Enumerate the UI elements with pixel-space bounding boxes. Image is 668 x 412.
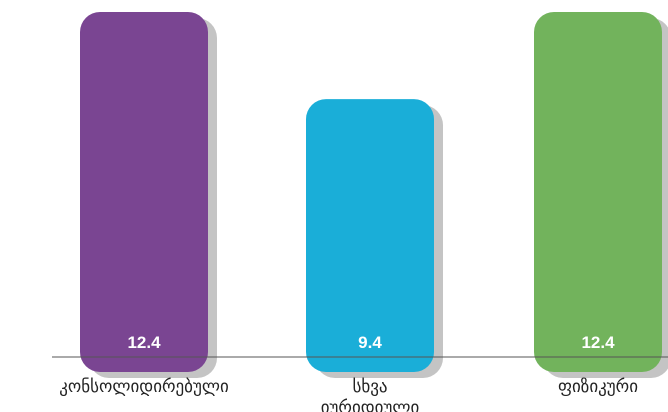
bar-value-label: 9.4: [358, 333, 382, 352]
bars: [80, 12, 662, 372]
bar: [534, 12, 662, 372]
category-labels: კონსოლიდირებული სხვა იურიდიული ფიზიკური: [59, 377, 638, 412]
bar: [306, 99, 434, 372]
bar: [80, 12, 208, 372]
category-label: ფიზიკური: [558, 377, 638, 397]
bar-value-label: 12.4: [581, 333, 615, 352]
value-labels: 12.4 9.4 12.4: [127, 333, 615, 352]
category-label: სხვა იურიდიული: [321, 377, 420, 412]
category-label: კონსოლიდირებული: [59, 377, 229, 397]
bar-value-label: 12.4: [127, 333, 161, 352]
